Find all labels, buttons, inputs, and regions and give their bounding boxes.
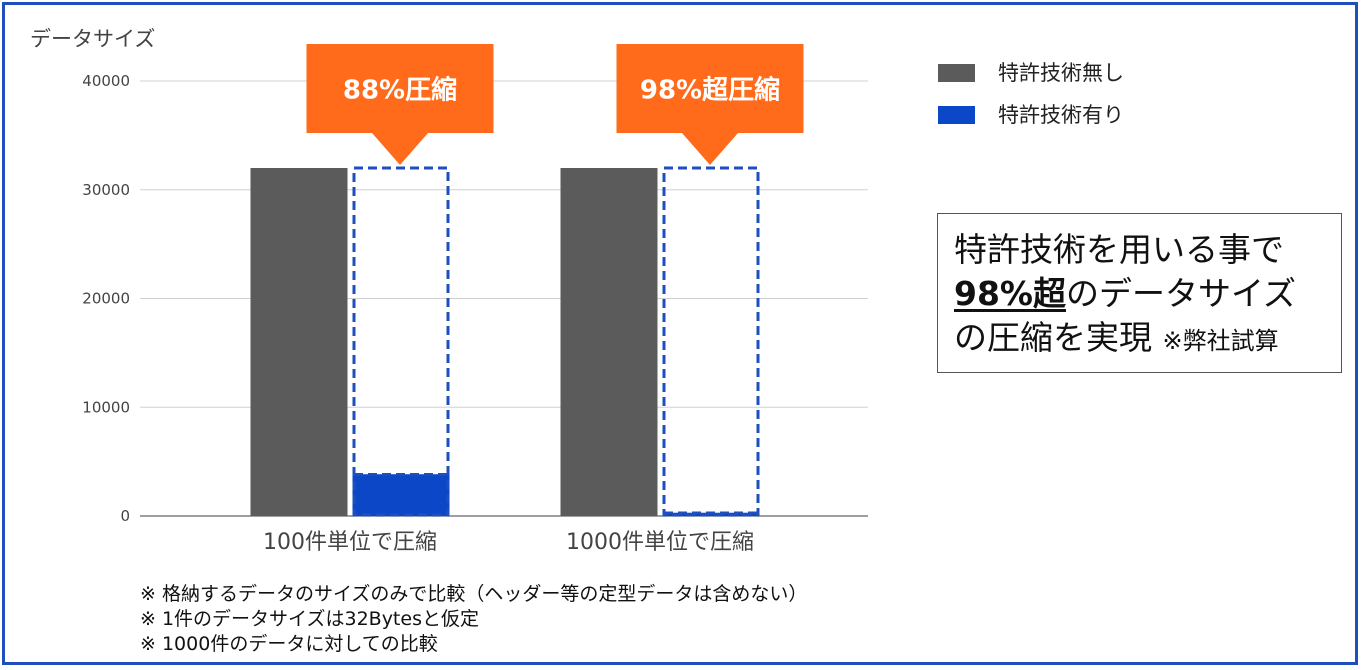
- callout-arrow-2: [682, 133, 738, 165]
- callouts: 88%圧縮 98%超圧縮: [306, 44, 804, 165]
- bar-series2-cat1: [352, 474, 450, 516]
- summary-line-2: 98%超のデータサイズ: [954, 272, 1341, 316]
- legend-label-2: 特許技術有り: [998, 103, 1124, 127]
- legend-swatch-1: [938, 64, 975, 82]
- bars: [250, 166, 760, 517]
- summary-line-3-text: の圧縮を実現: [954, 318, 1152, 357]
- x-category-label-1: 100件単位で圧縮: [263, 530, 437, 555]
- y-tick-label-40000: 40000: [82, 72, 130, 90]
- callout-label-2: 98%超圧縮: [640, 75, 780, 106]
- bar-series2-cat2: [662, 512, 760, 516]
- y-tick-label-10000: 10000: [82, 398, 130, 416]
- y-axis-ticks: 0 10000 20000 30000 40000: [82, 72, 130, 525]
- callout-box-2: [616, 44, 804, 133]
- summary-line-2-rest: のデータサイズ: [1066, 274, 1297, 313]
- footnote-3: ※ 1000件のデータに対しての比較: [140, 633, 438, 655]
- x-category-label-2: 1000件単位で圧縮: [566, 530, 754, 555]
- y-tick-label-20000: 20000: [82, 290, 130, 308]
- dashed-outline-cat1: [352, 166, 450, 517]
- callout-arrow-1: [372, 133, 428, 165]
- y-tick-label-0: 0: [120, 507, 130, 525]
- summary-line-1: 特許技術を用いる事で: [954, 230, 1284, 269]
- footnote-1: ※ 格納するデータのサイズのみで比較（ヘッダー等の定型データは含めない）: [140, 583, 808, 605]
- bar-series1-cat2: [560, 168, 658, 516]
- legend-swatch-2: [938, 106, 975, 124]
- dashed-outline-cat2: [662, 166, 760, 517]
- y-axis-title: データサイズ: [30, 27, 155, 51]
- bar-series1-cat1: [250, 168, 348, 516]
- summary-line-3: の圧縮を実現 ※弊社試算: [954, 316, 1341, 363]
- y-tick-label-30000: 30000: [82, 181, 130, 199]
- summary-box: 特許技術を用いる事で 98%超のデータサイズ の圧縮を実現 ※弊社試算: [937, 213, 1342, 373]
- summary-highlight: 98%超: [954, 274, 1066, 313]
- legend-label-1: 特許技術無し: [998, 61, 1124, 85]
- callout-label-1: 88%圧縮: [343, 75, 457, 106]
- callout-box-1: [306, 44, 494, 133]
- x-axis-categories: 100件単位で圧縮 1000件単位で圧縮: [263, 530, 754, 555]
- footnote-2: ※ 1件のデータサイズは32Bytesと仮定: [140, 608, 479, 630]
- summary-note: ※弊社試算: [1162, 327, 1279, 355]
- footnotes: ※ 格納するデータのサイズのみで比較（ヘッダー等の定型データは含めない） ※ 1…: [140, 582, 807, 657]
